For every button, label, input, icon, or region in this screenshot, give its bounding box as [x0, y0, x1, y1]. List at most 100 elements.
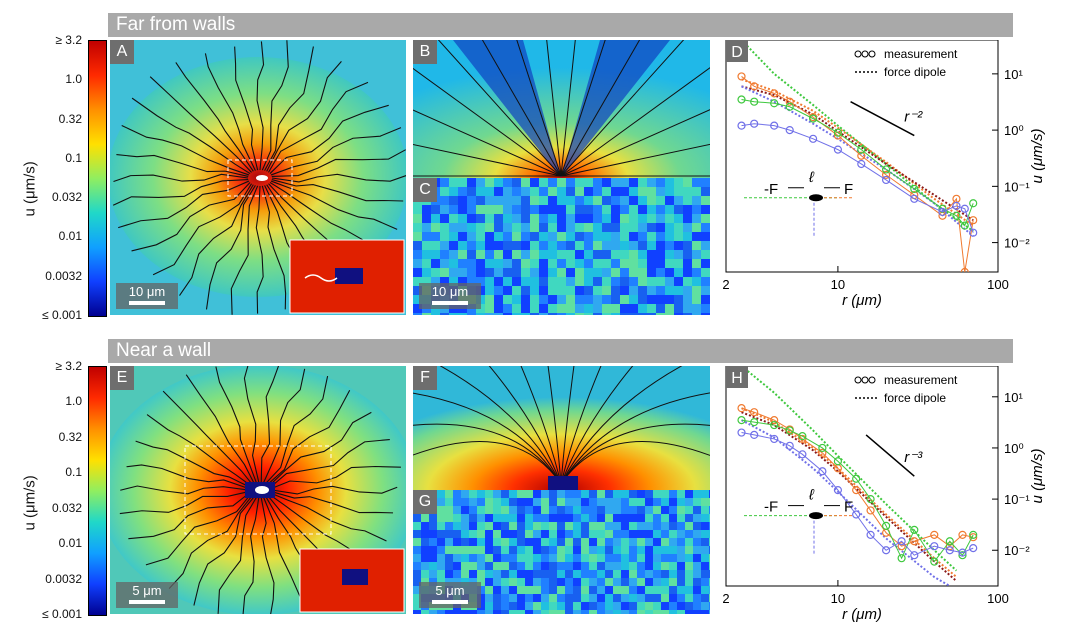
heatmap-cell — [661, 594, 669, 602]
heatmap-cell — [557, 562, 565, 570]
heatmap-cell — [701, 313, 710, 315]
heatmap-cell — [602, 250, 611, 259]
heatmap-cell — [593, 286, 602, 295]
heatmap-cell — [645, 490, 653, 498]
heatmap-cell — [602, 214, 611, 223]
heatmap-cell — [629, 241, 638, 250]
heatmap-cell — [677, 514, 685, 522]
streamline — [546, 40, 562, 177]
legend-marker — [861, 376, 869, 384]
data-point — [818, 448, 827, 458]
heatmap-cell — [677, 610, 685, 614]
heatmap-cell — [674, 313, 683, 315]
heatmap-cell — [629, 538, 637, 546]
heatmap-cell — [449, 268, 458, 277]
streamline — [261, 40, 289, 171]
heatmap-cell — [656, 196, 665, 205]
heatmap-cell — [589, 562, 597, 570]
x-tick-label: 2 — [722, 277, 729, 292]
heatmap-cell — [485, 241, 494, 250]
heatmap-cell — [683, 304, 692, 313]
heatmap-cell — [621, 538, 629, 546]
heatmap-cell — [477, 554, 485, 562]
data-point — [952, 211, 961, 220]
heatmap-cell — [437, 506, 445, 514]
heatmap-cell — [656, 295, 665, 304]
heatmap-cell — [541, 546, 549, 554]
heatmap-cell — [565, 530, 573, 538]
heatmap-cell — [637, 522, 645, 530]
heatmap-cell — [557, 530, 565, 538]
heatmap-cell — [440, 232, 449, 241]
heatmap-cell — [575, 196, 584, 205]
heatmap-cell — [683, 250, 692, 259]
heatmap-cell — [575, 187, 584, 196]
heatmap-cell — [493, 562, 501, 570]
heatmap-cell — [653, 562, 661, 570]
heatmap-cell — [539, 205, 548, 214]
heatmap-cell — [629, 223, 638, 232]
heatmap-cell — [629, 196, 638, 205]
heatmap-cell — [685, 538, 693, 546]
heatmap-cell — [602, 286, 611, 295]
heatmap-cell — [621, 594, 629, 602]
heatmap-cell — [548, 187, 557, 196]
heatmap-cell — [565, 490, 573, 498]
heatmap-cell — [422, 313, 431, 315]
heatmap-cell — [674, 178, 683, 187]
heatmap-cell — [645, 610, 653, 614]
colorbar-title-bottom: u (μm/s) — [21, 475, 39, 531]
heatmap-cell — [493, 506, 501, 514]
heatmap-cell — [429, 546, 437, 554]
heatmap-cell — [477, 602, 485, 610]
streamline — [230, 185, 259, 315]
heatmap-cell — [589, 570, 597, 578]
streamline — [271, 485, 398, 495]
heatmap-cell — [530, 205, 539, 214]
heatmap-cell — [701, 530, 709, 538]
streamline — [560, 366, 575, 485]
heatmap-cell — [602, 277, 611, 286]
heatmap-cell — [477, 578, 485, 586]
heatmap-cell — [521, 295, 530, 304]
heatmap-cell — [653, 554, 661, 562]
data-point — [960, 267, 969, 272]
heatmap-cell — [573, 554, 581, 562]
data-point — [798, 434, 807, 444]
heatmap-cell — [453, 498, 461, 506]
heatmap-cell — [548, 196, 557, 205]
heatmap-cell — [593, 214, 602, 223]
heatmap-cell — [517, 538, 525, 546]
series-line — [741, 76, 974, 272]
heatmap-cell — [597, 546, 605, 554]
heatmap-cell — [701, 490, 709, 498]
heatmap-cell — [461, 554, 469, 562]
streamline — [179, 184, 254, 296]
heatmap-cell — [548, 304, 557, 313]
streamline — [413, 423, 562, 485]
heatmap-cell — [453, 514, 461, 522]
heatmap-cell — [485, 602, 493, 610]
data-point — [945, 546, 954, 555]
heatmap-cell — [611, 223, 620, 232]
data-point — [833, 128, 843, 137]
heatmap-cell — [453, 546, 461, 554]
heatmap-cell — [653, 594, 661, 602]
streamline — [516, 40, 562, 177]
heatmap-cell — [661, 538, 669, 546]
heatmap-cell — [449, 178, 458, 187]
heatmap-cell — [431, 277, 440, 286]
heatmap-cell — [693, 538, 701, 546]
heatmap-cell — [669, 602, 677, 610]
heatmap-cell — [477, 490, 485, 498]
heatmap-cell — [467, 241, 476, 250]
heatmap-cell — [503, 196, 512, 205]
dipole-line — [741, 85, 974, 222]
heatmap-cell — [593, 259, 602, 268]
heatmap-cell — [533, 594, 541, 602]
heatmap-cell — [485, 223, 494, 232]
heatmap-cell — [605, 530, 613, 538]
heatmap-cell — [533, 530, 541, 538]
heatmap-cell — [440, 259, 449, 268]
heatmap-cell — [541, 602, 549, 610]
